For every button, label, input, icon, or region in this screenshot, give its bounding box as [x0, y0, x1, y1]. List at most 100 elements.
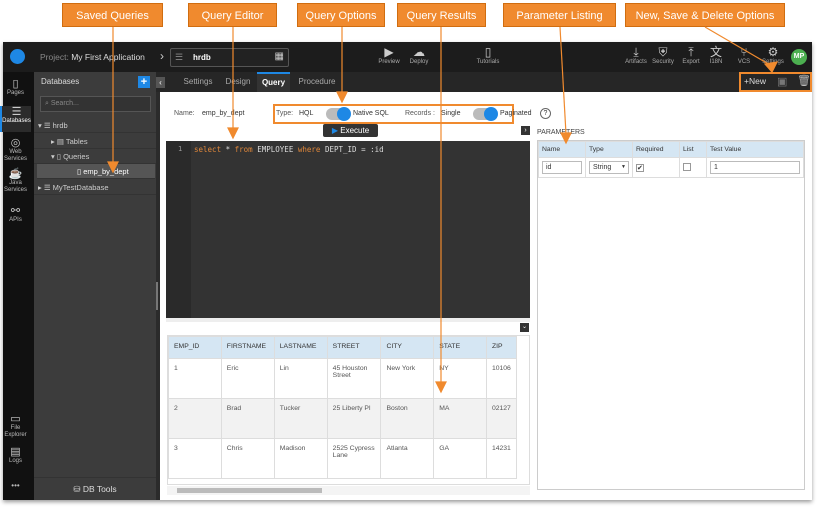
- table-cell: 2: [168, 398, 222, 439]
- param-name-input[interactable]: id: [542, 161, 582, 174]
- tree-item-hrdb[interactable]: ▾ ☰ hrdb: [34, 118, 156, 133]
- tree-item-queries[interactable]: ▾ ▯ Queries: [34, 149, 156, 164]
- deploy-button[interactable]: ☁ Deploy: [405, 46, 433, 66]
- results-scrollbar[interactable]: [167, 486, 530, 495]
- play-icon: ▶: [331, 126, 338, 135]
- rail-web-services[interactable]: ◎ Web Services: [0, 137, 31, 163]
- chevron-right-icon: ›: [160, 49, 164, 63]
- execute-button[interactable]: ▶ Execute: [323, 124, 378, 137]
- dropdown-arrow-icon: ▼: [621, 164, 626, 170]
- more-icon[interactable]: •••: [11, 481, 20, 490]
- query-code[interactable]: select * from EMPLOYEE where DEPT_ID = :…: [194, 145, 384, 154]
- column-header[interactable]: STREET: [326, 336, 382, 359]
- grid-icon: ▦: [274, 51, 284, 62]
- column-header: Type: [585, 141, 633, 158]
- table-cell: Tucker: [273, 398, 328, 439]
- query-actions: [739, 72, 812, 92]
- add-database-button[interactable]: +: [138, 76, 150, 88]
- records-toggle[interactable]: [473, 107, 498, 121]
- records-label: Records :: [405, 110, 435, 117]
- db-name: hrdb: [193, 53, 211, 62]
- rail-java-services[interactable]: ☕ Java Services: [0, 168, 31, 194]
- editor-resize-bar[interactable]: [166, 318, 530, 322]
- table-cell: 3: [168, 438, 222, 479]
- rail-file-explorer[interactable]: ▭ File Explorer: [0, 413, 31, 439]
- left-rail: [3, 72, 34, 500]
- vcs-button[interactable]: ⑂ VCS: [733, 46, 755, 66]
- tutorials-button[interactable]: ▯ Tutorials: [474, 45, 502, 66]
- scrollbar-thumb[interactable]: [177, 488, 322, 493]
- callout-query-editor: Query Editor: [188, 3, 277, 27]
- i18n-button[interactable]: 文 I18N: [705, 45, 727, 66]
- db-tools-button[interactable]: ⛁ DB Tools: [34, 477, 156, 499]
- results-header-row: EMP_ID FIRSTNAME LASTNAME STREET CITY STATE ZI…: [168, 336, 518, 359]
- rail-databases[interactable]: ☰ Databases: [0, 106, 31, 132]
- arrow-head: [107, 161, 119, 174]
- sql-keyword: select: [194, 145, 222, 154]
- sql-text: *: [221, 145, 235, 154]
- records-paginated-label: Paginated: [500, 110, 532, 117]
- project-label: Project: My First Application: [40, 52, 145, 62]
- sql-text: DEPT_ID = :id: [320, 145, 384, 154]
- settings-button[interactable]: ⚙ Settings: [760, 45, 786, 66]
- column-header[interactable]: CITY: [380, 336, 435, 359]
- query-name[interactable]: emp_by_dept: [202, 110, 245, 117]
- table-cell: Eric: [220, 358, 275, 399]
- param-type-select[interactable]: String ▼: [589, 161, 629, 174]
- column-header[interactable]: LASTNAME: [273, 336, 328, 359]
- table-row[interactable]: 3 Chris Madison 2525 Cypress Lane Atlanta GA 1…: [168, 438, 518, 479]
- trash-icon[interactable]: 🗑: [797, 75, 811, 87]
- db-selector[interactable]: ☰ hrdb ▦: [170, 48, 289, 67]
- help-icon[interactable]: ?: [540, 108, 551, 119]
- table-row[interactable]: 1 Eric Lin 45 Houston Street New York NY 10106: [168, 358, 518, 399]
- table-cell: Chris: [220, 438, 275, 479]
- play-icon: ▶: [384, 45, 394, 59]
- column-header: Name: [538, 141, 586, 158]
- arrow-head: [560, 132, 572, 145]
- tab-procedure[interactable]: Procedure: [298, 77, 336, 86]
- search-input[interactable]: ⌕ Search...: [40, 96, 151, 112]
- tree-item-mytestdatabase[interactable]: ▸ ☰ MyTestDatabase: [34, 180, 156, 195]
- artifacts-button[interactable]: ⤓ Artifacts: [622, 46, 650, 66]
- preview-button[interactable]: ▶ Preview: [376, 45, 402, 66]
- tab-design[interactable]: Design: [225, 77, 251, 86]
- upload-icon: ⤒: [688, 45, 694, 59]
- callout-parameter-listing: Parameter Listing: [503, 3, 616, 27]
- callout-saved-queries: Saved Queries: [62, 3, 163, 27]
- column-header[interactable]: ZIP: [485, 336, 518, 359]
- rail-apis[interactable]: ⚯ APIs: [0, 205, 31, 224]
- collapse-panel-button[interactable]: ‹: [156, 77, 165, 88]
- list-checkbox[interactable]: [683, 162, 691, 171]
- arrow-head: [763, 61, 779, 74]
- export-button[interactable]: ⤒ Export: [678, 45, 704, 66]
- tab-settings[interactable]: Settings: [183, 77, 213, 86]
- tree-item-tables[interactable]: ▸ ▤ Tables: [34, 134, 156, 149]
- expand-editor-button[interactable]: ›: [521, 126, 530, 135]
- required-checkbox[interactable]: ✔: [636, 163, 644, 172]
- table-cell: 14231: [485, 438, 518, 479]
- new-query-button[interactable]: +New: [744, 76, 766, 86]
- test-value-input[interactable]: 1: [710, 161, 800, 174]
- avatar[interactable]: MP: [791, 49, 807, 65]
- shield-icon: ⛨: [658, 45, 668, 59]
- tab-query[interactable]: Query: [257, 72, 290, 92]
- table-cell: 02127: [485, 398, 518, 439]
- parameters-header-row: Name Type Required List Test Value: [538, 141, 804, 158]
- translate-icon: 文: [709, 45, 722, 59]
- rail-logs[interactable]: ▤ Logs: [0, 446, 31, 465]
- gear-icon: ⚙: [767, 45, 779, 59]
- security-button[interactable]: ⛨ Security: [650, 45, 676, 66]
- project-name: My First Application: [71, 52, 145, 62]
- save-icon[interactable]: ▣: [777, 76, 788, 88]
- type-toggle[interactable]: [326, 107, 351, 121]
- book-icon: ▯: [484, 45, 492, 59]
- column-header[interactable]: STATE: [433, 336, 487, 359]
- table-row[interactable]: 2 Brad Tucker 25 Liberty Pl Boston MA 02127: [168, 398, 518, 439]
- collapse-results-button[interactable]: ⌄: [520, 323, 529, 332]
- panel-resize-handle[interactable]: [156, 282, 158, 310]
- parameter-row: id String ▼ ✔ 1: [538, 157, 804, 178]
- rail-pages[interactable]: ▯ Pages: [0, 78, 31, 97]
- tree-item-emp-by-dept[interactable]: ▯ emp_by_dept: [37, 164, 155, 179]
- query-editor[interactable]: [166, 141, 530, 318]
